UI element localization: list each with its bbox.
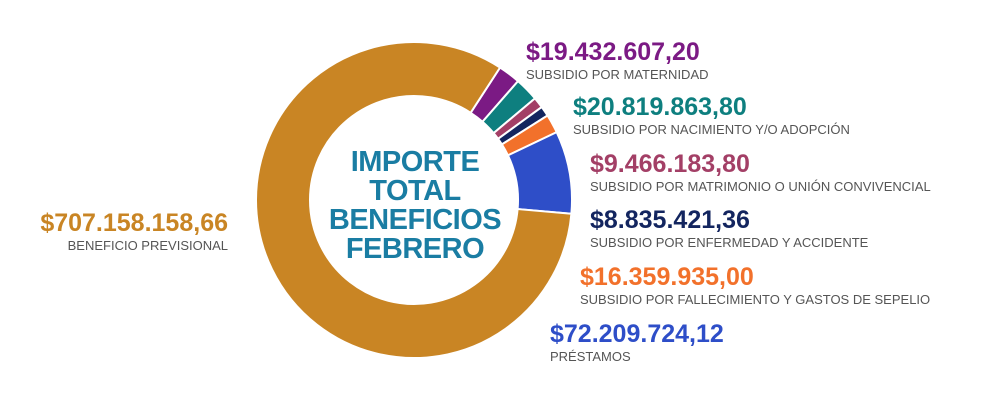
label-nacimiento: $20.819.863,80 SUBSIDIO POR NACIMIENTO Y… [573, 94, 850, 138]
label-matrimonio: $9.466.183,80 SUBSIDIO POR MATRIMONIO O … [590, 151, 931, 195]
value-fallecimiento: $16.359.935,00 [580, 263, 754, 291]
center-title-line-3: BENEFICIOS [328, 204, 502, 236]
caption-previsional: BENEFICIO PREVISIONAL [67, 238, 228, 253]
label-enfermedad: $8.835.421,36 SUBSIDIO POR ENFERMEDAD Y … [590, 207, 868, 251]
value-previsional: $707.158.158,66 [40, 209, 228, 237]
caption-prestamos: PRÉSTAMOS [550, 349, 631, 364]
label-fallecimiento: $16.359.935,00 SUBSIDIO POR FALLECIMIENT… [580, 264, 930, 308]
value-matrimonio: $9.466.183,80 [590, 150, 750, 178]
center-title: IMPORTE TOTAL BENEFICIOS FEBRERO [311, 148, 519, 264]
label-maternidad: $19.432.607,20 SUBSIDIO POR MATERNIDAD [526, 39, 709, 83]
value-enfermedad: $8.835.421,36 [590, 206, 750, 234]
slice-previsional [255, 41, 573, 359]
caption-matrimonio: SUBSIDIO POR MATRIMONIO O UNIÓN CONVIVEN… [590, 179, 931, 194]
caption-maternidad: SUBSIDIO POR MATERNIDAD [526, 67, 709, 82]
value-maternidad: $19.432.607,20 [526, 38, 700, 66]
caption-enfermedad: SUBSIDIO POR ENFERMEDAD Y ACCIDENTE [590, 235, 869, 250]
value-nacimiento: $20.819.863,80 [573, 93, 747, 121]
label-previsional: $707.158.158,66 BENEFICIO PREVISIONAL [40, 210, 228, 254]
caption-nacimiento: SUBSIDIO POR NACIMIENTO Y/O ADOPCIÓN [573, 122, 850, 137]
center-title-line-1: IMPORTE [350, 146, 480, 178]
value-prestamos: $72.209.724,12 [550, 320, 724, 348]
label-prestamos: $72.209.724,12 PRÉSTAMOS [550, 321, 724, 365]
center-title-line-4: FEBRERO [345, 233, 485, 265]
caption-fallecimiento: SUBSIDIO POR FALLECIMIENTO Y GASTOS DE S… [580, 292, 931, 307]
center-title-line-2: TOTAL [369, 175, 461, 207]
